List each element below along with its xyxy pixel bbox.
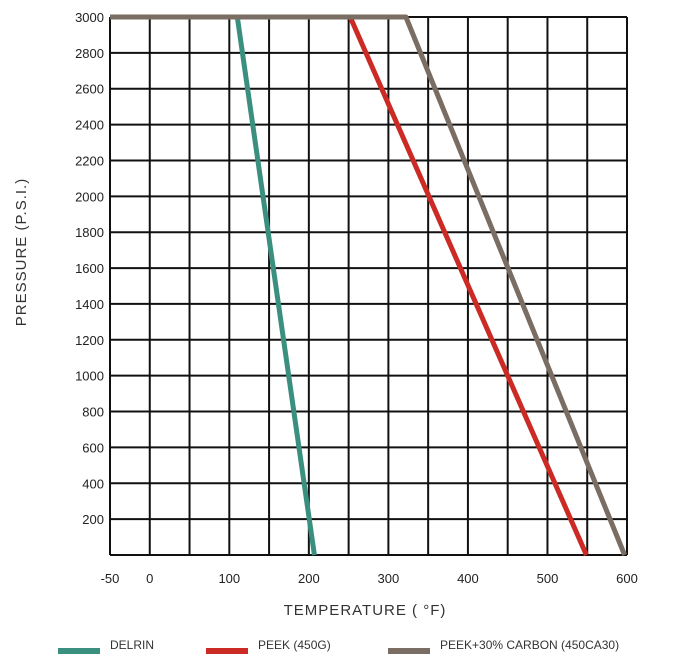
y-tick-label: 200 [82, 512, 104, 527]
y-tick-label: 2400 [75, 118, 104, 133]
x-tick-label: 200 [298, 571, 320, 586]
series-line-peek-30-carbon-450ca30 [110, 14, 627, 556]
y-tick-label: 3000 [75, 10, 104, 25]
grid [109, 16, 628, 556]
y-tick-label: 1800 [75, 225, 104, 240]
x-tick-label: 300 [378, 571, 400, 586]
series-line-delrin [110, 14, 317, 556]
y-tick-label: 400 [82, 476, 104, 491]
y-tick-label: 2200 [75, 153, 104, 168]
y-tick-label: 2600 [75, 82, 104, 97]
y-tick-label: 2800 [75, 46, 104, 61]
x-tick-label: 400 [457, 571, 479, 586]
y-tick-label: 600 [82, 440, 104, 455]
x-tick-labels: -50 0 100 200 300 400 500 600 [101, 571, 638, 586]
legend-label: PEEK (450G) [258, 638, 331, 652]
y-tick-label: 1400 [75, 297, 104, 312]
legend-label: PEEK+30% CARBON (450CA30) [440, 638, 619, 652]
y-tick-labels: 200 400 600 800 1000 1200 1400 1600 1800 2000 2200… [75, 10, 104, 527]
series-lines [110, 14, 627, 557]
y-tick-label: 1000 [75, 369, 104, 384]
x-tick-label: 500 [537, 571, 559, 586]
x-tick-label: 600 [616, 571, 638, 586]
y-tick-label: 2000 [75, 189, 104, 204]
legend-label: DELRIN [110, 638, 154, 652]
x-tick-label: -50 [101, 571, 120, 586]
y-tick-label: 800 [82, 405, 104, 420]
x-axis-title: TEMPERATURE ( °F) [284, 602, 447, 619]
y-tick-label: 1600 [75, 261, 104, 276]
y-axis-title: PRESSURE (P.S.I.) [13, 178, 30, 326]
x-tick-label: 100 [218, 571, 240, 586]
x-tick-label: 0 [146, 571, 153, 586]
legend: DELRIN PEEK (450G) PEEK+30% CARBON (450CA3… [58, 638, 619, 654]
y-tick-label: 1200 [75, 333, 104, 348]
